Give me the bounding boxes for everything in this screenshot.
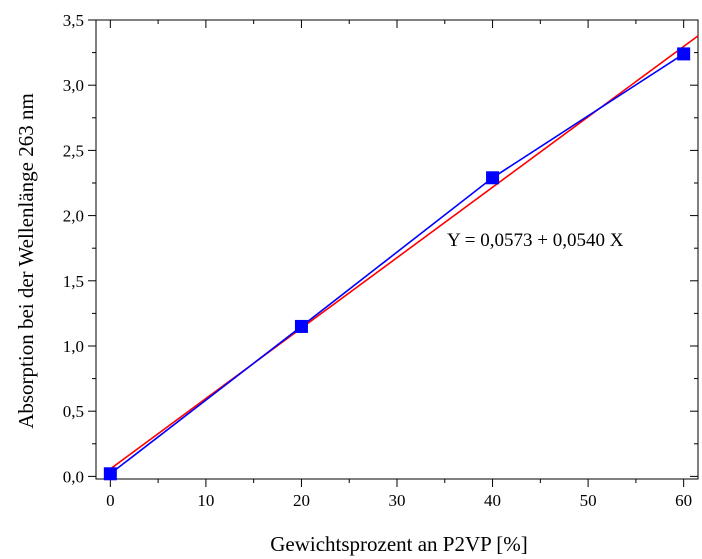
fit-equation: Y = 0,0573 + 0,0540 X xyxy=(447,230,624,251)
x-tick-label: 60 xyxy=(675,491,692,510)
data-point xyxy=(103,467,117,481)
series-layer xyxy=(103,47,691,481)
data-point xyxy=(677,47,691,61)
y-tick-label: 2,5 xyxy=(63,141,84,160)
y-tick-label: 0,5 xyxy=(63,402,84,421)
x-tick-label: 0 xyxy=(106,491,115,510)
x-axis: 0 10 20 30 40 50 60 xyxy=(106,20,692,510)
x-tick-label: 40 xyxy=(484,491,501,510)
y-tick-label: 3,5 xyxy=(63,11,84,30)
series-line xyxy=(109,53,685,475)
data-point xyxy=(486,171,500,185)
x-tick-label: 30 xyxy=(389,491,406,510)
x-tick-label: 20 xyxy=(293,491,310,510)
data-point xyxy=(294,319,308,333)
x-tick-label: 10 xyxy=(197,491,214,510)
y-tick-label: 0,0 xyxy=(63,467,84,486)
y-axis: 0,0 0,5 1,0 1,5 2,0 2,5 3,0 3,5 xyxy=(63,11,698,486)
x-tick-label: 50 xyxy=(580,491,597,510)
y-tick-label: 2,0 xyxy=(63,207,84,226)
y-tick-label: 1,0 xyxy=(63,337,84,356)
x-axis-title: Gewichtsprozent an P2VP [%] xyxy=(270,532,528,556)
y-tick-label: 3,0 xyxy=(63,76,84,95)
y-axis-title: Absorption bei der Wellenlänge 263 nm xyxy=(14,93,38,429)
y-tick-label: 1,5 xyxy=(63,272,84,291)
